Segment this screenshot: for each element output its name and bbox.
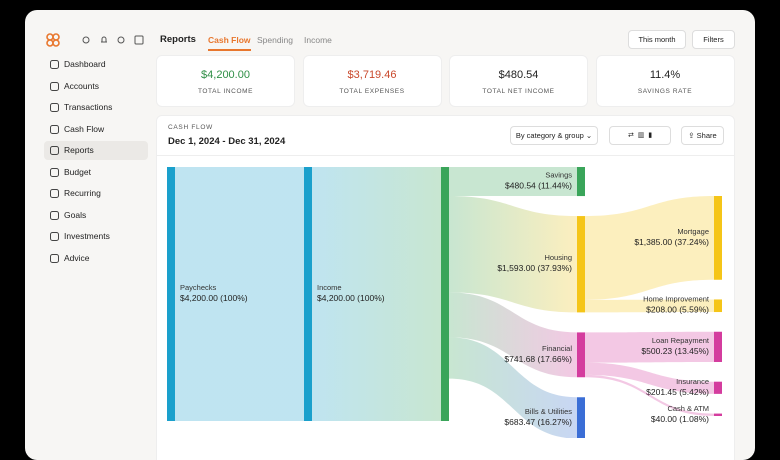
stat-card: $3,719.46 TOTAL EXPENSES [302,55,442,107]
group-dropdown[interactable]: By category & group ⌄ [510,126,598,145]
page-title: Reports [160,34,196,45]
stat-card: $4,200.00 TOTAL INCOME [156,55,295,107]
nav-icon [50,189,59,198]
logo [46,33,60,47]
nav-icon [50,210,59,220]
stat-label: TOTAL NET INCOME [482,88,555,95]
nav-item[interactable]: Transactions [44,98,148,117]
nav-item[interactable]: Recurring [44,184,148,203]
stat-value: 11.4% [649,69,681,81]
nav-label: Advice [64,252,90,263]
divider [157,155,734,156]
nav-label: Budget [64,166,91,177]
button-label: Share [696,131,717,140]
nav-icon [50,232,59,241]
nav-label: Reports [64,145,94,155]
report-panel: CASH FLOW Dec 1, 2024 - Dec 31, 2024 By … [156,115,735,460]
tab[interactable]: Income [304,35,332,45]
nav-label: Goals [64,209,87,220]
nav-icon [50,60,59,69]
nav-item[interactable]: Reports [44,141,148,160]
nav-item[interactable]: Accounts [44,77,148,96]
stat-value: $3,719.46 [347,69,397,81]
nav-item[interactable]: Advice [44,249,148,268]
nav-icon [50,253,59,263]
nav-item[interactable]: Goals [44,206,148,225]
nav-icon [50,167,59,177]
stat-card: $480.54 TOTAL NET INCOME [449,55,588,107]
stat-card: 11.4% SAVINGS RATE [595,55,735,107]
toolbar-icons[interactable] [81,35,171,45]
nav-label: Dashboard [64,59,106,69]
button-label: Filters [703,35,724,44]
stat-label: TOTAL EXPENSES [339,88,405,95]
stat-label: SAVINGS RATE [637,88,693,95]
nav-label: Accounts [64,80,99,91]
date-range: Dec 1, 2024 - Dec 31, 2024 [168,136,286,147]
stat-value: $4,200.00 [201,69,250,81]
nav-icon [50,81,59,91]
nav-icon [50,124,59,134]
date-button[interactable]: This month [628,30,686,49]
nav-item[interactable]: Cash Flow [44,120,148,139]
page: Reports Cash Flow Spending Income This m… [25,10,755,460]
share-button[interactable]: ⇪ Share [681,126,724,145]
nav-item[interactable]: Investments [44,227,148,246]
nav-icon [50,146,59,155]
stat-value: $480.54 [498,69,539,81]
nav-item[interactable]: Budget [44,163,148,182]
nav-label: Investments [64,231,110,241]
button-label: This month [638,35,676,44]
eyebrow: CASH FLOW [168,124,213,131]
nav-label: Cash Flow [64,123,105,134]
view-toggle[interactable]: ⇄ ▥ ▮ [609,126,671,145]
tab[interactable]: Spending [257,35,293,45]
nav-item[interactable]: Dashboard [44,55,148,74]
tab[interactable]: Cash Flow [208,35,251,51]
filters-button[interactable]: Filters [692,30,735,49]
nav-label: Transactions [64,102,113,112]
button-label: By category & group [515,131,584,140]
nav-icon [50,103,59,112]
app-window: Reports Cash Flow Spending Income This m… [25,10,755,460]
stat-label: TOTAL INCOME [197,88,254,95]
nav-label: Recurring [64,188,101,198]
